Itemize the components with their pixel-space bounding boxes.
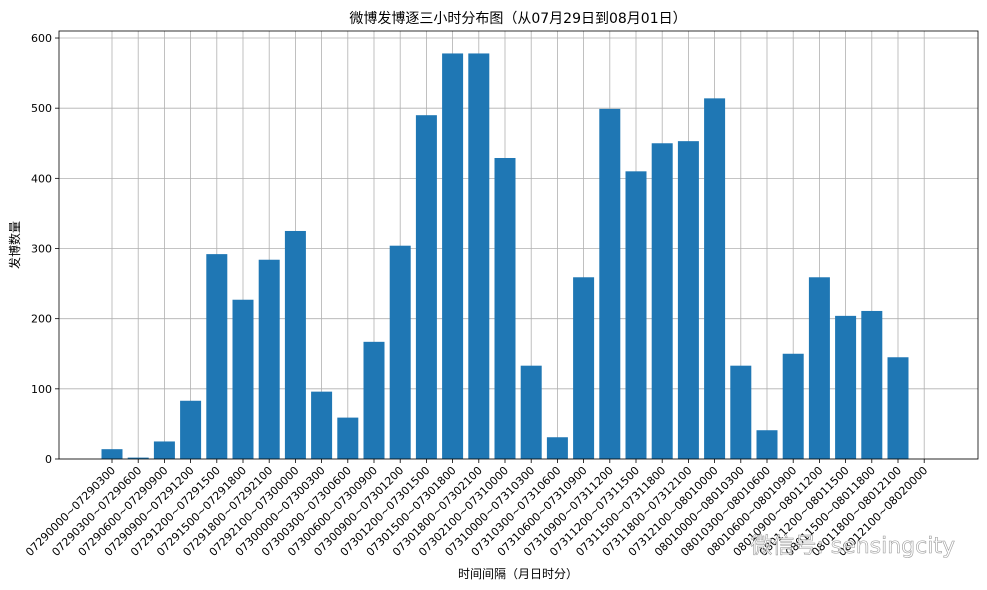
- y-axis-label: 发博数量: [7, 221, 22, 269]
- bar: [808, 277, 830, 459]
- y-tick-label: 200: [31, 313, 52, 326]
- bar: [861, 310, 883, 459]
- y-tick-label: 0: [45, 453, 52, 466]
- bar: [284, 230, 306, 459]
- bar: [415, 115, 437, 460]
- bar: [730, 365, 752, 459]
- bar: [206, 254, 228, 459]
- y-axis-ticks: 0 100 200 300 400 500 600: [31, 32, 59, 466]
- chart-title: 微博发博逐三小时分布图（从07月29日到08月01日）: [349, 10, 686, 27]
- bar: [494, 157, 516, 460]
- bar: [232, 299, 254, 459]
- bar: [704, 98, 726, 460]
- bar: [573, 277, 595, 459]
- bar: [468, 53, 490, 460]
- bar: [153, 441, 175, 459]
- y-tick-label: 100: [31, 383, 52, 396]
- bar: [389, 245, 411, 459]
- x-axis-label: 时间间隔（月日时分）: [458, 567, 578, 581]
- y-tick-label: 300: [31, 243, 52, 256]
- bar: [258, 259, 280, 459]
- bar: [835, 315, 857, 459]
- bar: [756, 430, 778, 459]
- bar: [337, 417, 359, 459]
- bar: [442, 53, 464, 460]
- bar: [363, 341, 385, 459]
- bar: [651, 143, 673, 459]
- bar: [520, 365, 542, 459]
- y-tick-label: 600: [31, 32, 52, 45]
- bar: [677, 141, 699, 459]
- plot-frame: [58, 30, 979, 460]
- bar: [311, 391, 333, 459]
- bar: [101, 449, 123, 459]
- bar: [782, 353, 804, 459]
- bar: [887, 357, 909, 459]
- watermark-text: 微信号: sensingcity: [750, 534, 955, 559]
- y-tick-label: 500: [31, 102, 52, 115]
- bar: [180, 400, 202, 459]
- bar: [625, 171, 647, 459]
- bar: [546, 437, 568, 459]
- bars: [101, 53, 909, 460]
- bar: [127, 457, 149, 459]
- bar: [599, 108, 621, 460]
- y-tick-label: 400: [31, 172, 52, 185]
